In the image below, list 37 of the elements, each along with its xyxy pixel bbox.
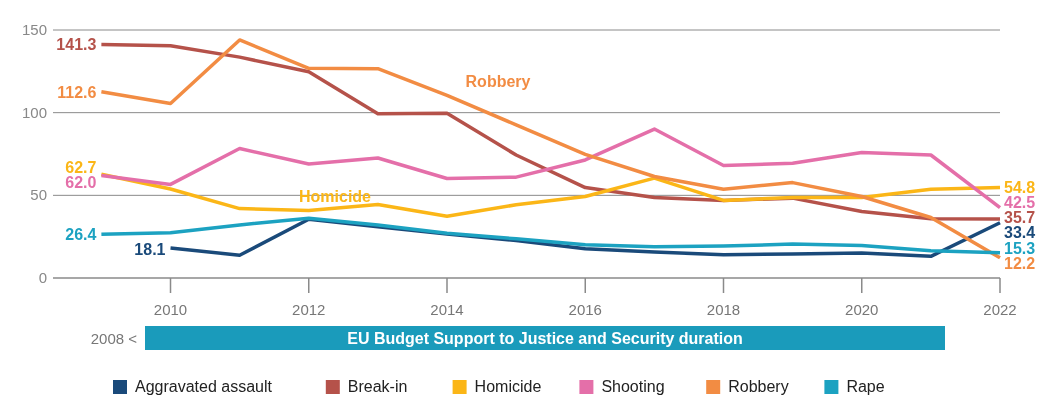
legend-label: Break-in [347,378,408,395]
data-label: 112.6 [57,83,97,101]
legend-label: Homicide [474,378,542,395]
annotation: Robbery [465,73,531,90]
legend-label: Rape [846,378,885,395]
x-tick-label: 2022 [983,301,1017,318]
data-label: 12.2 [1004,254,1036,272]
legend-label: Aggravated assault [135,378,273,395]
text: EU Budget Support to Justice and Security duration [347,330,743,347]
legend-label: Shooting [601,378,665,395]
line-series [99,38,1002,260]
y-tick-label: 100 [21,103,47,121]
data-label: 35.7 [1004,208,1036,226]
data-label: 26.4 [65,225,97,243]
line-series [99,127,1002,210]
x-tick-label: 2020 [845,301,879,318]
data-label: 141.3 [56,36,97,54]
data-label: 62.7 [65,159,97,177]
y-tick-label: 150 [21,21,47,38]
y-tick-label: 0 [38,269,47,286]
line-series [99,172,1002,219]
annotation: Homicide [298,188,372,205]
x-tick-label: 2010 [153,301,188,318]
data-label: 54.8 [1004,178,1036,196]
data-label: 33.4 [1004,223,1036,241]
data-label: 18.1 [134,240,166,258]
text: 2008 < [90,330,138,347]
x-tick-label: 2018 [706,301,741,318]
data-label: 62.0 [65,174,97,192]
line-series [99,216,1002,255]
data-label: 42.5 [1004,193,1036,211]
legend-label: Robbery [728,378,789,395]
x-tick-label: 2014 [430,301,464,318]
x-tick-label: 2012 [292,301,326,318]
y-tick-label: 50 [30,186,47,204]
x-tick-label: 2016 [568,301,602,318]
data-label: 15.3 [1004,239,1036,257]
